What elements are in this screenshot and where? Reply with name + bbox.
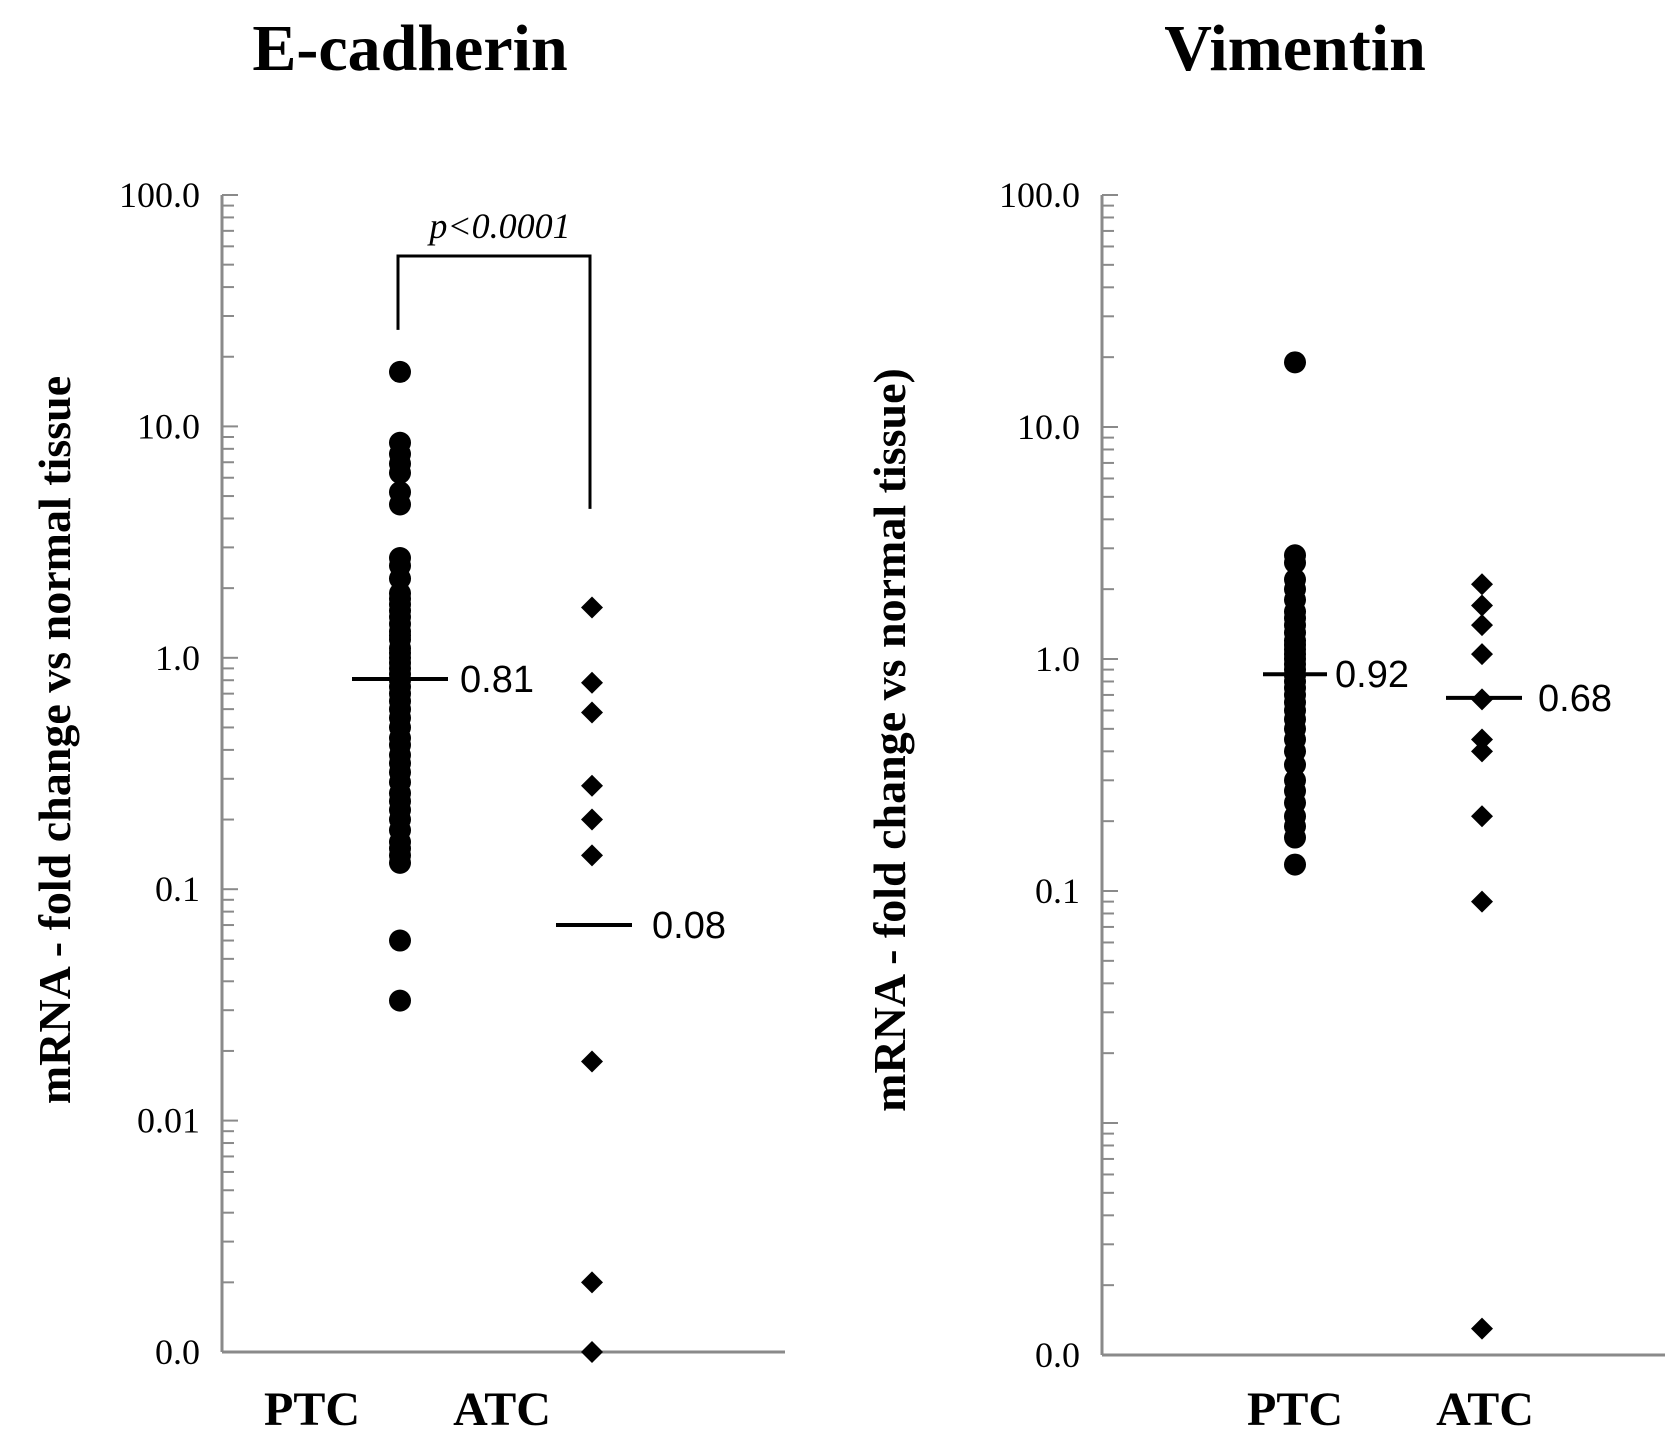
y-tick-label: 0.0 [155,1332,200,1372]
data-point-atc [1471,890,1493,913]
data-point-ptc [389,360,411,383]
data-point-ptc [389,461,411,484]
y-tick-label: 0.1 [1035,871,1080,911]
y-tick-label: 0.0 [1035,1335,1080,1375]
data-point-ptc [389,929,411,952]
data-point-ptc [389,989,411,1012]
data-point-atc [581,701,603,724]
data-point-ptc [389,851,411,874]
marks-e-cadherin: 0.81 0.08 [352,254,726,1363]
x-category-label-atc: ATC [453,1383,551,1436]
marks-vimentin: 0.92 0.68 [1263,351,1612,1340]
data-point-atc [1471,740,1493,763]
chart-title-e-cadherin: E-cadherin [252,12,567,85]
data-point-atc [581,808,603,831]
data-point-atc [581,844,603,867]
data-point-atc [1471,728,1493,751]
median-label-ptc: 0.92 [1335,654,1409,696]
y-tick-label: 100.0 [999,175,1080,215]
y-axis-label-e-cadherin: mRNA - fold change vs normal tissue [29,376,80,1104]
data-point-ptc [389,493,411,516]
data-point-ptc [1284,753,1306,776]
data-point-atc [1471,1317,1493,1340]
data-point-ptc [1284,551,1306,574]
data-point-atc [1471,614,1493,637]
median-label-ptc: 0.81 [460,659,534,701]
y-tick-label: 1.0 [155,638,200,678]
data-point-ptc [1284,853,1306,876]
x-category-label-atc: ATC [1436,1383,1534,1436]
p-value-annotation: p<0.0001 [426,206,570,246]
significance-bracket [396,254,592,509]
axes-vimentin: 100.0 10.0 1.0 0.1 0.0 [999,175,1665,1375]
x-category-label-ptc: PTC [1247,1383,1343,1436]
data-point-ptc [1284,351,1306,374]
data-point-atc [581,1050,603,1073]
chart-title-vimentin: Vimentin [1164,12,1426,85]
data-point-atc [1471,594,1493,617]
data-point-atc [581,671,603,694]
panel-vimentin: Vimentin mRNA - fold change vs normal ti… [864,12,1665,1436]
y-tick-label: 10.0 [1017,407,1080,447]
data-point-atc [581,1271,603,1294]
data-point-atc [1471,643,1493,666]
data-point-atc [581,1341,603,1363]
median-label-atc: 0.68 [1538,678,1612,720]
axes-e-cadherin: 100.0 10.0 1.0 0.1 0.01 0.0 [119,175,785,1372]
data-point-atc [581,774,603,797]
y-tick-label: 100.0 [119,175,200,215]
data-point-atc [581,596,603,619]
y-tick-label: 10.0 [137,406,200,446]
panel-e-cadherin: E-cadherin mRNA - fold change vs normal … [29,12,785,1436]
y-axis-label-vimentin: mRNA - fold change vs normal tissue) [864,368,915,1112]
x-category-label-ptc: PTC [264,1383,360,1436]
data-point-ptc [1284,826,1306,849]
y-tick-label: 0.1 [155,869,200,909]
y-tick-label: 1.0 [1035,639,1080,679]
data-point-atc [1471,573,1493,596]
y-tick-label: 0.01 [137,1101,200,1141]
median-label-atc: 0.08 [652,905,726,947]
data-point-atc [1471,805,1493,828]
